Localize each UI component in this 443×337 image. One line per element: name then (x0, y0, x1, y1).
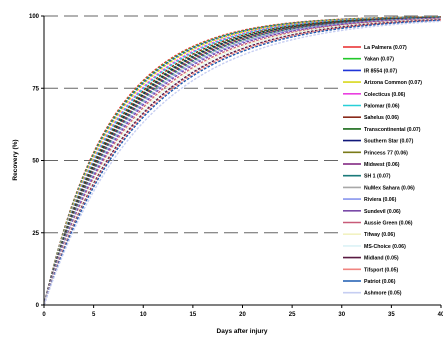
legend-label: MS-Choice (0.06) (364, 244, 406, 250)
series-line (43, 17, 442, 306)
legend-item: Ashmore (0.05) (343, 291, 402, 297)
legend-item: Yakan (0.07) (343, 57, 394, 63)
legend-item: Patriot (0.06) (343, 279, 396, 285)
x-axis-label: Days after injury (217, 328, 268, 335)
series-lines (43, 16, 442, 306)
legend-item: Midland (0.05) (343, 256, 399, 262)
series-line (43, 17, 442, 306)
legend-label: Transcontinental (0.07) (364, 127, 421, 133)
legend-label: Yakan (0.07) (364, 57, 394, 63)
series-line (43, 18, 442, 306)
y-tick-label: 100 (29, 14, 40, 20)
legend-label: Arizona Common (0.07) (364, 80, 422, 86)
legend-item: Midwest (0.06) (343, 162, 400, 168)
legend-item: La Palmera (0.07) (343, 45, 407, 51)
series-line (43, 16, 442, 306)
x-tick-label: 25 (289, 312, 296, 318)
legend-label: Aussie Green (0.06) (364, 221, 413, 227)
legend-label: Sahelus (0.06) (364, 115, 399, 121)
legend-item: Southern Star (0.07) (343, 139, 414, 145)
y-tick-label: 75 (32, 86, 39, 92)
legend-label: SH 1 (0.07) (364, 174, 391, 180)
series-line (43, 20, 442, 306)
legend-label: NuMex Sahara (0.06) (364, 185, 415, 191)
legend-item: NuMex Sahara (0.06) (343, 185, 415, 191)
x-tick-label: 10 (140, 312, 147, 318)
legend-item: Riviera (0.06) (343, 197, 397, 203)
x-tick-label: 40 (438, 312, 443, 318)
series-line (43, 18, 442, 306)
legend-label: Riviera (0.06) (364, 197, 397, 203)
legend-item: Arizona Common (0.07) (343, 80, 422, 86)
x-tick-label: 30 (338, 312, 345, 318)
legend-label: La Palmera (0.07) (364, 45, 407, 51)
x-tick-label: 15 (190, 312, 197, 318)
y-axis-label: Recovery (%) (12, 139, 19, 180)
legend-label: Sundevil (0.06) (364, 209, 401, 215)
y-tick-label: 50 (32, 159, 39, 165)
legend: La Palmera (0.07) Yakan (0.07) IR 8554 (0.… (343, 45, 422, 297)
x-tick-label: 5 (92, 312, 96, 318)
legend-label: Colecticus (0.06) (364, 92, 405, 98)
series-line (43, 17, 442, 306)
legend-label: Patriot (0.06) (364, 279, 396, 285)
series-line (43, 19, 442, 306)
legend-item: Colecticus (0.06) (343, 92, 405, 98)
legend-label: Ashmore (0.05) (364, 291, 402, 297)
x-tick-label: 0 (42, 312, 46, 318)
legend-label: Midwest (0.06) (364, 162, 400, 168)
x-tick-label: 35 (388, 312, 395, 318)
series-line (43, 16, 442, 306)
legend-item: IR 8554 (0.07) (343, 68, 397, 74)
series-line (43, 18, 442, 306)
legend-item: Princess 77 (0.06) (343, 150, 408, 156)
series-line (43, 16, 442, 306)
legend-label: Tifway (0.06) (364, 232, 395, 238)
series-line (43, 17, 442, 306)
legend-item: Sundevil (0.06) (343, 209, 401, 215)
legend-label: Midland (0.05) (364, 256, 399, 262)
legend-item: Sahelus (0.06) (343, 115, 399, 121)
legend-label: Princess 77 (0.06) (364, 150, 408, 156)
legend-item: Tifway (0.06) (343, 232, 395, 238)
legend-item: SH 1 (0.07) (343, 174, 391, 180)
y-tick-label: 25 (32, 231, 39, 237)
legend-label: IR 8554 (0.07) (364, 68, 397, 74)
legend-item: Transcontinental (0.07) (343, 127, 421, 133)
legend-item: Palomar (0.06) (343, 104, 400, 110)
legend-label: Southern Star (0.07) (364, 139, 414, 145)
y-tick-label: 0 (36, 303, 40, 309)
x-tick-label: 20 (239, 312, 246, 318)
series-line (43, 19, 442, 306)
legend-label: Palomar (0.06) (364, 104, 400, 110)
legend-item: MS-Choice (0.06) (343, 244, 406, 250)
legend-label: Tifsport (0.05) (364, 267, 398, 273)
axis-ticks: 0 5 10 15 20 25 30 35 40 0 25 50 75 100 (29, 14, 443, 318)
legend-item: Aussie Green (0.06) (343, 221, 413, 227)
legend-item: Tifsport (0.05) (343, 267, 398, 273)
